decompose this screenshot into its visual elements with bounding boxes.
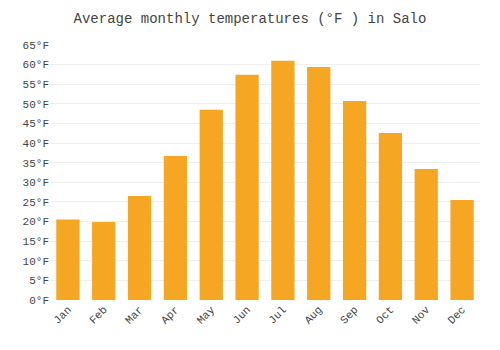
svg-text:30°F: 30°F [23,177,49,189]
svg-text:Sep: Sep [338,304,360,326]
svg-text:5°F: 5°F [29,275,49,287]
svg-text:Feb: Feb [87,304,109,326]
svg-text:Dec: Dec [446,304,468,326]
svg-text:25°F: 25°F [23,197,49,209]
svg-text:45°F: 45°F [23,118,49,130]
svg-text:35°F: 35°F [23,158,49,170]
svg-text:May: May [195,304,218,327]
svg-text:Nov: Nov [410,304,433,327]
svg-text:50°F: 50°F [23,99,49,111]
svg-text:65°F: 65°F [23,40,49,52]
svg-text:Jul: Jul [266,304,288,326]
svg-text:20°F: 20°F [23,216,49,228]
svg-text:Apr: Apr [159,304,181,326]
svg-text:40°F: 40°F [23,138,49,150]
svg-text:Jun: Jun [231,304,253,326]
svg-text:Average monthly temperatures (: Average monthly temperatures (°F ) in Sa… [74,11,427,27]
svg-text:Mar: Mar [123,304,145,326]
svg-text:60°F: 60°F [23,59,49,71]
svg-text:0°F: 0°F [29,295,49,307]
svg-text:Jan: Jan [51,304,73,326]
svg-text:Aug: Aug [302,304,324,326]
svg-text:10°F: 10°F [23,256,49,268]
svg-text:15°F: 15°F [23,236,49,248]
svg-text:Oct: Oct [374,304,396,326]
svg-text:55°F: 55°F [23,79,49,91]
